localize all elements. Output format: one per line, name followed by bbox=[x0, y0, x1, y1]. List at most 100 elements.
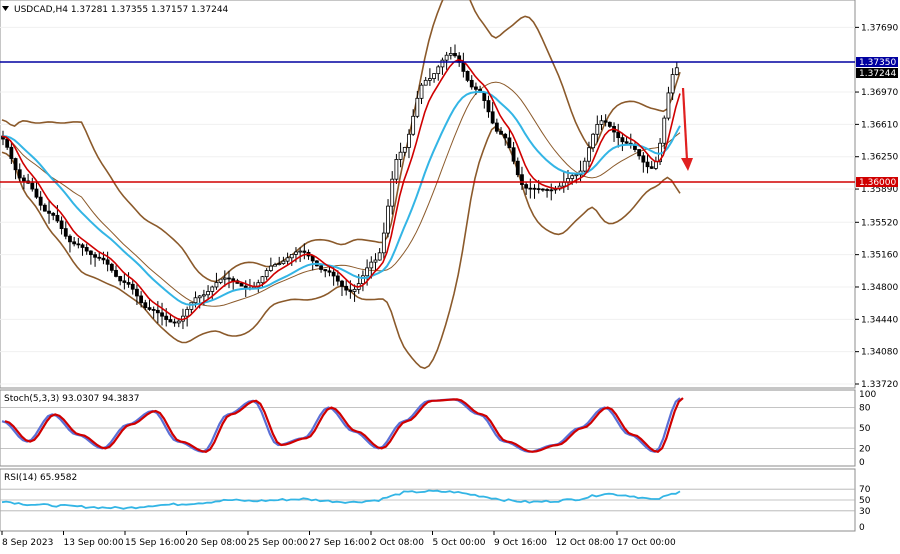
candle-body bbox=[419, 84, 424, 99]
candle-body bbox=[80, 244, 85, 248]
candle-body bbox=[591, 133, 596, 149]
time-axis-label: 25 Sep 00:00 bbox=[248, 538, 308, 548]
candle-body bbox=[59, 220, 64, 229]
candle-body bbox=[536, 188, 541, 191]
candle-body bbox=[256, 282, 261, 288]
candle-body bbox=[319, 265, 323, 270]
candle-body bbox=[482, 91, 487, 101]
time-axis-label: 2 Oct 08:00 bbox=[371, 538, 424, 548]
resistance-price-tag: 1.37350 bbox=[856, 57, 898, 68]
rsi-axis-label: 50 bbox=[859, 496, 871, 506]
candle-body bbox=[302, 250, 307, 253]
candle-body bbox=[603, 120, 608, 123]
candle-body bbox=[214, 282, 219, 288]
candle-body bbox=[155, 309, 160, 314]
price-axis-label: 1.36610 bbox=[861, 120, 898, 130]
candle-body bbox=[210, 286, 215, 292]
candle-body bbox=[88, 250, 93, 256]
candle-body bbox=[101, 257, 106, 261]
time-axis-label: 12 Oct 08:00 bbox=[556, 538, 615, 548]
stoch-signal-line bbox=[4, 397, 684, 454]
candle-body bbox=[160, 312, 164, 317]
candle-body bbox=[109, 263, 114, 271]
candle-body bbox=[281, 260, 286, 265]
svg-text:1.37244: 1.37244 bbox=[859, 69, 896, 79]
candle-body bbox=[22, 177, 26, 182]
candle-body bbox=[227, 277, 231, 280]
candle-body bbox=[624, 141, 629, 144]
stoch-header: Stoch(5,3,3) 93.0307 94.3837 bbox=[4, 394, 139, 404]
candle-body bbox=[260, 276, 265, 284]
candle-body bbox=[193, 297, 198, 304]
time-axis: 8 Sep 2023 13 Sep 00:00 15 Sep 16:00 20 Sep… bbox=[1, 531, 676, 548]
candle-body bbox=[549, 189, 554, 192]
candle-body bbox=[407, 133, 411, 148]
candle-body bbox=[440, 59, 445, 68]
candle-body bbox=[72, 241, 77, 245]
price-axis-label: 1.36250 bbox=[861, 153, 898, 163]
candle-body bbox=[524, 184, 529, 189]
candle-body bbox=[582, 160, 587, 172]
svg-text:1.37350: 1.37350 bbox=[859, 58, 896, 68]
candle-body bbox=[607, 121, 612, 127]
rsi-header: RSI(14) 65.9582 bbox=[4, 473, 77, 483]
candle-body bbox=[34, 188, 39, 198]
rsi-axis-label: 70 bbox=[859, 485, 871, 495]
price-axis-label: 1.34080 bbox=[861, 348, 898, 358]
svg-text:1.36000: 1.36000 bbox=[859, 178, 896, 188]
candle-body bbox=[411, 115, 416, 135]
candle-body bbox=[520, 174, 524, 185]
candle-body bbox=[285, 257, 290, 262]
candle-body bbox=[490, 111, 495, 124]
time-axis-label: 17 Oct 00:00 bbox=[617, 538, 676, 548]
candle-body bbox=[503, 133, 508, 139]
time-axis-label: 8 Sep 2023 bbox=[2, 538, 53, 548]
candle-body bbox=[386, 205, 390, 234]
price-axis: 1.37690 1.36970 1.36610 1.36250 1.35890 1.355… bbox=[855, 23, 898, 390]
price-axis-label: 1.35160 bbox=[861, 251, 898, 261]
candle-body bbox=[637, 149, 642, 157]
candle-body bbox=[645, 161, 650, 168]
price-axis-label: 1.34440 bbox=[861, 315, 898, 325]
candle-body bbox=[168, 319, 173, 323]
stoch-lines bbox=[1, 397, 684, 454]
candle-body bbox=[331, 271, 336, 277]
stoch-axis: 100 80 50 20 0 bbox=[859, 390, 876, 468]
candle-body bbox=[432, 73, 436, 79]
candle-body bbox=[335, 275, 340, 282]
candle-body bbox=[114, 269, 118, 277]
candle-body bbox=[486, 100, 491, 113]
symbol-header: USDCAD,H4 1.37281 1.37355 1.37157 1.3724… bbox=[14, 5, 229, 15]
candle-body bbox=[361, 275, 365, 285]
candle-body bbox=[373, 259, 378, 263]
ema-fast-line bbox=[1, 58, 681, 321]
candle-body bbox=[344, 285, 349, 291]
symbol-dropdown-icon[interactable] bbox=[2, 6, 9, 11]
candle-body bbox=[17, 169, 22, 179]
candle-body bbox=[340, 280, 344, 287]
bollinger-upper bbox=[1, 0, 681, 283]
candle-body bbox=[176, 320, 181, 324]
candle-body bbox=[465, 70, 470, 81]
stoch-axis-label: 80 bbox=[859, 404, 871, 414]
rsi-level-lines bbox=[0, 488, 855, 512]
candle-body bbox=[377, 252, 382, 261]
candle-body bbox=[545, 189, 549, 191]
candle-body bbox=[206, 291, 210, 296]
candle-body bbox=[268, 265, 273, 271]
time-axis-label: 27 Sep 16:00 bbox=[310, 538, 370, 548]
candlesticks bbox=[1, 44, 679, 330]
candle-body bbox=[461, 61, 466, 72]
rsi-line-path bbox=[1, 489, 681, 510]
candle-body bbox=[164, 315, 169, 320]
candle-body bbox=[620, 137, 625, 143]
candle-body bbox=[63, 228, 68, 237]
candle-body bbox=[273, 264, 277, 267]
price-pane bbox=[0, 0, 856, 389]
candle-body bbox=[13, 158, 18, 171]
candle-body bbox=[298, 250, 303, 253]
candle-body bbox=[365, 267, 370, 277]
candle-body bbox=[666, 92, 671, 119]
candle-body bbox=[507, 137, 512, 149]
stoch-level-lines bbox=[0, 407, 855, 449]
